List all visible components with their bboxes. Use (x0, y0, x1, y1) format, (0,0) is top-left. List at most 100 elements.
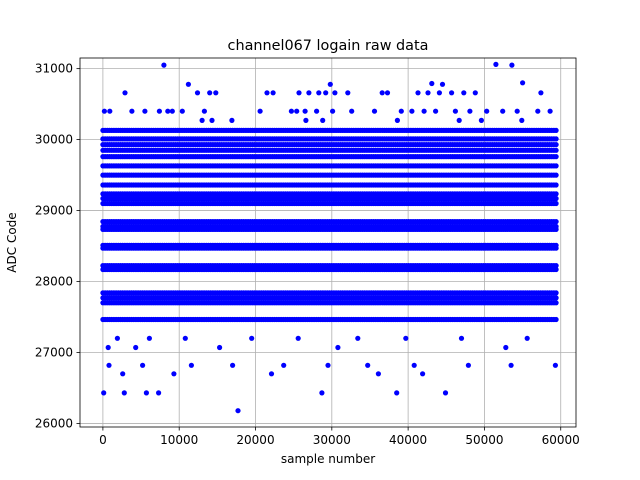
data-point (105, 344, 111, 351)
data-point (420, 371, 426, 377)
data-point (553, 147, 559, 153)
data-point (436, 90, 442, 96)
data-point (332, 90, 338, 96)
data-point (538, 90, 544, 96)
data-point (553, 172, 559, 178)
y-tick-label: 30000 (35, 133, 73, 147)
data-point (553, 295, 559, 301)
data-point (553, 242, 559, 248)
x-tick-label: 50000 (465, 433, 503, 447)
data-point (553, 154, 559, 160)
x-tick-label: 20000 (236, 433, 274, 447)
data-point (182, 335, 188, 341)
data-point (425, 90, 431, 96)
data-point (553, 219, 559, 225)
chart-title: channel067 logain raw data (228, 38, 429, 54)
data-point (235, 408, 241, 414)
data-point (553, 266, 559, 273)
data-point (106, 362, 112, 368)
data-point (325, 362, 331, 368)
data-point (288, 108, 294, 114)
data-point (467, 108, 473, 114)
data-point (375, 371, 381, 377)
data-point (514, 108, 520, 114)
data-point (509, 62, 515, 68)
y-tick-label: 28000 (35, 275, 73, 289)
data-point (547, 108, 553, 114)
data-point (553, 223, 559, 230)
data-point (553, 300, 559, 306)
data-point (553, 191, 559, 197)
data-point (461, 90, 467, 96)
data-point (156, 108, 162, 114)
data-point (330, 108, 336, 114)
data-point (456, 117, 462, 123)
data-point (449, 90, 455, 96)
data-point (553, 200, 559, 207)
data-point (500, 108, 506, 114)
data-point (442, 390, 449, 396)
data-point (114, 335, 120, 341)
data-point (365, 362, 371, 368)
data-point (398, 108, 404, 114)
x-tick-label: 10000 (160, 433, 198, 447)
data-point (303, 117, 309, 123)
data-point (371, 108, 378, 114)
data-point (319, 390, 325, 396)
data-point (107, 108, 113, 114)
data-point (320, 117, 326, 123)
data-point (209, 117, 215, 123)
data-point (146, 335, 152, 341)
data-point (384, 90, 391, 96)
data-point (165, 108, 171, 114)
y-tick-label: 31000 (35, 62, 73, 76)
data-point (194, 90, 201, 96)
data-point (345, 90, 351, 96)
y-tick-label: 26000 (35, 416, 73, 430)
points-layer (100, 61, 559, 414)
data-point (268, 371, 275, 377)
data-point (120, 371, 126, 377)
data-point (503, 344, 509, 351)
y-tick-label: 29000 (35, 204, 73, 218)
data-point (379, 90, 385, 96)
data-point (171, 371, 177, 377)
data-point (257, 108, 263, 114)
x-tick-label: 30000 (313, 433, 351, 447)
data-point (429, 80, 435, 87)
data-point (296, 90, 302, 96)
data-point (411, 362, 417, 368)
data-point (213, 90, 219, 96)
data-point (349, 108, 355, 114)
x-tick-label: 40000 (389, 433, 427, 447)
data-point (415, 90, 421, 96)
data-point (553, 136, 559, 142)
data-point (199, 117, 205, 123)
data-point (327, 81, 333, 87)
data-point (465, 362, 471, 368)
data-point (421, 108, 427, 114)
data-point (508, 362, 514, 368)
data-point (295, 335, 301, 341)
data-point (156, 390, 162, 396)
data-point (519, 117, 525, 123)
x-axis-label: sample number (281, 452, 375, 466)
data-point (140, 362, 146, 368)
data-point (553, 182, 559, 188)
data-point (129, 108, 135, 114)
data-point (553, 127, 559, 133)
data-point (458, 335, 465, 341)
data-point (355, 335, 361, 341)
data-point (188, 362, 194, 368)
data-point (270, 90, 276, 96)
data-point (520, 80, 526, 86)
data-point (101, 390, 107, 396)
data-point (217, 344, 223, 351)
data-point (439, 81, 446, 87)
data-point (249, 335, 255, 341)
data-point (535, 108, 541, 114)
data-point (122, 90, 128, 96)
data-point (452, 108, 458, 114)
